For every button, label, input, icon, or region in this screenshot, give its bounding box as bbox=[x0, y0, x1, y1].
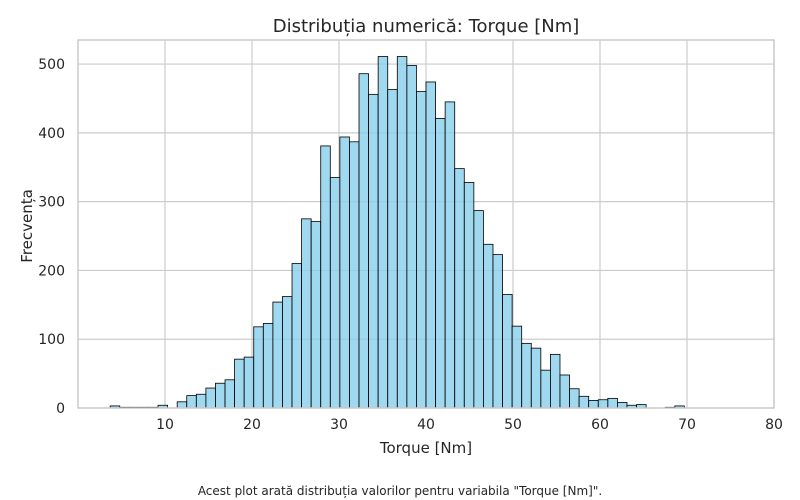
histogram-bar bbox=[435, 118, 446, 409]
histogram-bar bbox=[588, 400, 599, 409]
histogram-bar bbox=[607, 397, 618, 409]
y-tick-label: 500 bbox=[38, 57, 65, 73]
chart-title: Distribuția numerică: Torque [Nm] bbox=[273, 16, 580, 37]
histogram-bar bbox=[349, 141, 360, 409]
x-tick-label: 20 bbox=[243, 417, 261, 433]
histogram-bar bbox=[530, 347, 542, 409]
histogram-bar bbox=[550, 353, 561, 409]
y-tick-labels: 0 100 200 300 400 500 bbox=[38, 57, 65, 417]
y-tick-label: 300 bbox=[38, 195, 65, 211]
histogram-bar bbox=[377, 56, 389, 409]
histogram-bar bbox=[454, 168, 465, 409]
histogram-bar bbox=[578, 395, 590, 409]
histogram-bar bbox=[559, 374, 570, 409]
histogram-bar bbox=[262, 322, 274, 409]
histogram-bar bbox=[406, 65, 417, 409]
x-tick-label: 80 bbox=[765, 417, 783, 433]
histogram-bar bbox=[176, 401, 188, 409]
histogram-bar bbox=[320, 145, 331, 409]
histogram-bar bbox=[339, 136, 350, 409]
histogram-bar bbox=[473, 210, 484, 409]
chart-caption: Acest plot arată distribuția valorilor p… bbox=[197, 484, 603, 498]
histogram-bar bbox=[272, 301, 283, 409]
histogram-bar bbox=[310, 221, 322, 409]
histogram-bar bbox=[597, 399, 609, 409]
y-tick-label: 400 bbox=[38, 126, 65, 142]
x-tick-labels: 10 20 30 40 50 60 70 80 bbox=[156, 417, 783, 433]
histogram-bar bbox=[215, 382, 226, 409]
histogram-bar bbox=[511, 325, 523, 409]
histogram-bar bbox=[368, 93, 379, 409]
x-axis-label: Torque [Nm] bbox=[379, 439, 472, 457]
x-tick-label: 70 bbox=[678, 417, 696, 433]
histogram-bar bbox=[617, 402, 628, 409]
y-axis-label: Frecvența bbox=[18, 189, 36, 263]
histogram-bar bbox=[329, 177, 341, 409]
histogram-bar bbox=[396, 56, 408, 409]
histogram-bar bbox=[483, 243, 494, 409]
y-tick-label: 200 bbox=[38, 263, 65, 279]
histogram-bar bbox=[253, 326, 264, 409]
x-tick-label: 10 bbox=[156, 417, 174, 433]
x-tick-label: 50 bbox=[504, 417, 522, 433]
histogram-bar bbox=[205, 387, 216, 409]
histogram-bar bbox=[492, 254, 503, 409]
x-tick-label: 60 bbox=[591, 417, 609, 433]
histogram-bar bbox=[282, 296, 293, 409]
x-tick-label: 40 bbox=[417, 417, 435, 433]
x-tick-label: 30 bbox=[330, 417, 348, 433]
histogram-bar bbox=[569, 388, 580, 409]
histogram-bars bbox=[109, 56, 685, 409]
histogram-bar bbox=[463, 181, 475, 409]
histogram-bar bbox=[444, 101, 456, 409]
histogram-bar bbox=[540, 369, 551, 409]
histogram-bar bbox=[416, 91, 427, 409]
histogram-bar bbox=[521, 342, 532, 409]
histogram-bar bbox=[301, 218, 312, 409]
histogram-bar bbox=[502, 294, 513, 409]
histogram-bar bbox=[387, 89, 398, 409]
histogram-bar bbox=[358, 73, 369, 409]
y-tick-label: 0 bbox=[56, 401, 65, 417]
histogram-bar bbox=[234, 358, 245, 409]
histogram-bar bbox=[224, 379, 235, 409]
histogram-bar bbox=[291, 263, 302, 409]
y-tick-label: 100 bbox=[38, 332, 65, 348]
plot-frame bbox=[77, 39, 775, 409]
histogram-bar bbox=[186, 395, 197, 409]
histogram-bar bbox=[425, 81, 436, 409]
histogram-bar bbox=[195, 393, 207, 409]
histogram-bar bbox=[243, 356, 255, 409]
